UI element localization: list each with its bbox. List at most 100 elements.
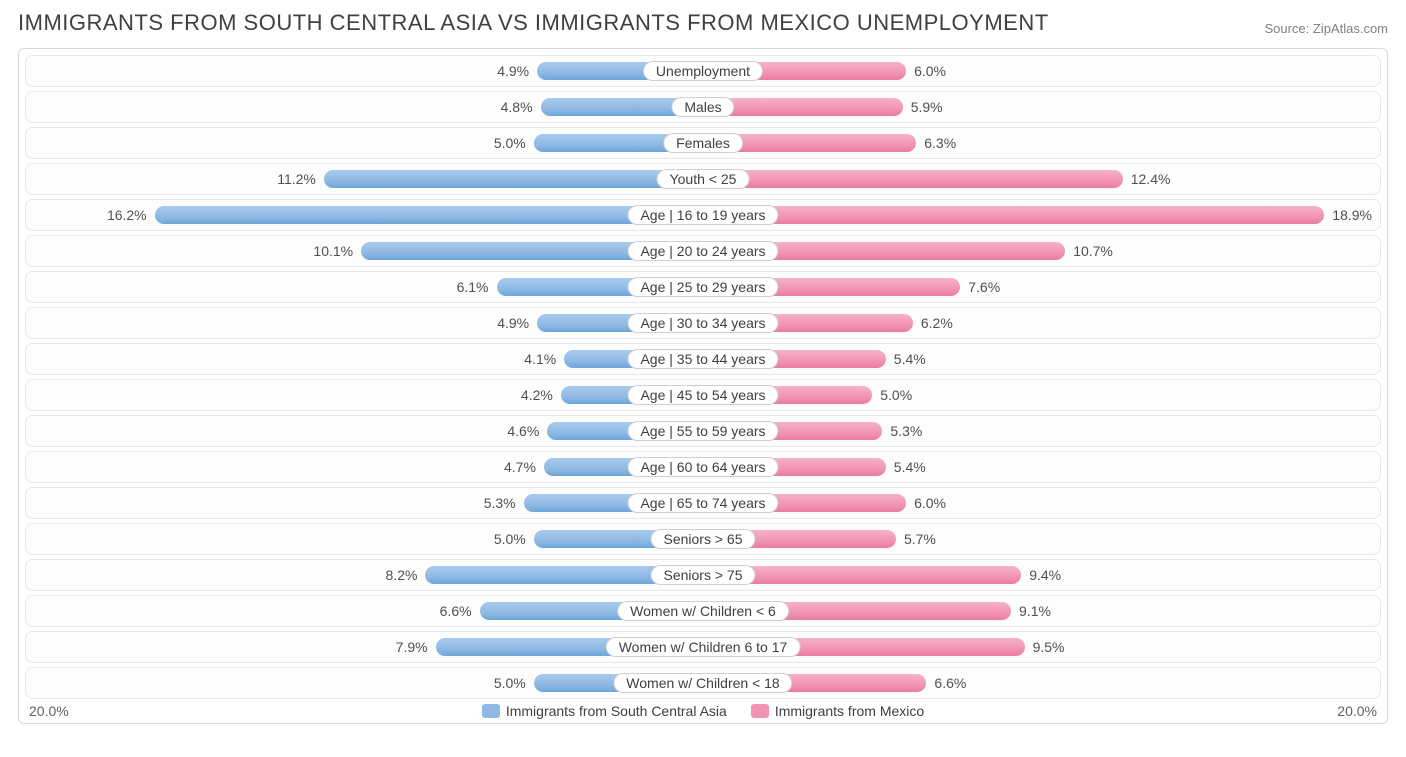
category-label: Age | 25 to 29 years: [627, 277, 778, 297]
chart-row: 11.2% 12.4% Youth < 25: [25, 163, 1381, 195]
chart-row: 5.0% 5.7% Seniors > 65: [25, 523, 1381, 555]
chart-row: 4.8%5.9%Males: [25, 91, 1381, 123]
category-label: Males: [671, 97, 734, 117]
left-value-label: 16.2%: [99, 207, 155, 223]
left-value-label: 4.8%: [493, 99, 541, 115]
category-label: Age | 30 to 34 years: [627, 313, 778, 333]
left-value-label: 4.6%: [499, 423, 547, 439]
left-value-label: 4.2%: [513, 387, 561, 403]
right-bar: [703, 206, 1324, 224]
left-half: 4.2%: [26, 380, 703, 410]
left-half: 5.3%: [26, 488, 703, 518]
right-half: 5.4%: [703, 344, 1380, 374]
right-value-label: 18.9%: [1324, 207, 1380, 223]
right-bar: [703, 170, 1123, 188]
right-value-label: 7.6%: [960, 279, 1008, 295]
chart-footer: 20.0% Immigrants from South Central Asia I…: [25, 703, 1381, 719]
right-value-label: 6.3%: [916, 135, 964, 151]
right-half: 5.4%: [703, 452, 1380, 482]
left-half: 5.0%: [26, 668, 703, 698]
right-half: 5.3%: [703, 416, 1380, 446]
category-label: Age | 20 to 24 years: [627, 241, 778, 261]
legend-swatch: [751, 704, 769, 718]
category-label: Seniors > 65: [651, 529, 756, 549]
left-half: 11.2%: [26, 164, 703, 194]
legend-item: Immigrants from Mexico: [751, 703, 924, 719]
chart-title: IMMIGRANTS FROM SOUTH CENTRAL ASIA VS IM…: [18, 10, 1049, 36]
left-bar: [324, 170, 703, 188]
left-half: 4.6%: [26, 416, 703, 446]
chart-row: 4.9% 6.2% Age | 30 to 34 years: [25, 307, 1381, 339]
category-label: Women w/ Children < 18: [613, 673, 792, 693]
left-value-label: 8.2%: [378, 567, 426, 583]
right-half: 12.4%: [703, 164, 1380, 194]
chart-row: 5.3% 6.0% Age | 65 to 74 years: [25, 487, 1381, 519]
chart-row: 7.9%9.5%Women w/ Children 6 to 17: [25, 631, 1381, 663]
right-value-label: 12.4%: [1123, 171, 1179, 187]
right-half: 6.3%: [703, 128, 1380, 158]
left-value-label: 5.0%: [486, 135, 534, 151]
chart-row: 6.1% 7.6% Age | 25 to 29 years: [25, 271, 1381, 303]
chart-row: 4.6% 5.3%Age | 55 to 59 years: [25, 415, 1381, 447]
category-label: Females: [663, 133, 743, 153]
left-value-label: 4.9%: [489, 315, 537, 331]
category-label: Age | 55 to 59 years: [627, 421, 778, 441]
right-value-label: 10.7%: [1065, 243, 1121, 259]
left-half: 16.2%: [26, 200, 703, 230]
axis-left-label: 20.0%: [29, 703, 69, 719]
right-value-label: 6.6%: [926, 675, 974, 691]
right-half: 5.0%: [703, 380, 1380, 410]
right-half: 6.0%: [703, 488, 1380, 518]
left-half: 4.8%: [26, 92, 703, 122]
chart-row: 4.7%5.4%Age | 60 to 64 years: [25, 451, 1381, 483]
category-label: Age | 45 to 54 years: [627, 385, 778, 405]
left-value-label: 4.7%: [496, 459, 544, 475]
left-value-label: 5.0%: [486, 675, 534, 691]
chart-row: 5.0% 6.6% Women w/ Children < 18: [25, 667, 1381, 699]
left-value-label: 4.1%: [516, 351, 564, 367]
category-label: Seniors > 75: [651, 565, 756, 585]
chart-row: 6.6%9.1%Women w/ Children < 6: [25, 595, 1381, 627]
right-half: 6.6%: [703, 668, 1380, 698]
category-label: Age | 65 to 74 years: [627, 493, 778, 513]
right-half: 6.2%: [703, 308, 1380, 338]
legend-label: Immigrants from South Central Asia: [506, 703, 727, 719]
left-value-label: 7.9%: [388, 639, 436, 655]
left-value-label: 4.9%: [489, 63, 537, 79]
right-value-label: 9.4%: [1021, 567, 1069, 583]
category-label: Youth < 25: [657, 169, 750, 189]
right-value-label: 6.0%: [906, 495, 954, 511]
right-value-label: 5.4%: [886, 351, 934, 367]
right-half: 10.7%: [703, 236, 1380, 266]
left-half: 5.0%: [26, 128, 703, 158]
chart-header: IMMIGRANTS FROM SOUTH CENTRAL ASIA VS IM…: [18, 10, 1388, 36]
chart-row: 4.2% 5.0%Age | 45 to 54 years: [25, 379, 1381, 411]
legend-swatch: [482, 704, 500, 718]
right-value-label: 9.1%: [1011, 603, 1059, 619]
left-value-label: 5.0%: [486, 531, 534, 547]
right-value-label: 5.7%: [896, 531, 944, 547]
category-label: Unemployment: [643, 61, 763, 81]
chart-row: 8.2% 9.4% Seniors > 75: [25, 559, 1381, 591]
chart-source: Source: ZipAtlas.com: [1264, 21, 1388, 36]
right-half: 9.4%: [703, 560, 1380, 590]
right-value-label: 6.2%: [913, 315, 961, 331]
chart-row: 4.1% 5.4% Age | 35 to 44 years: [25, 343, 1381, 375]
left-half: 6.1%: [26, 272, 703, 302]
chart-row: 16.2% 18.9% Age | 16 to 19 years: [25, 199, 1381, 231]
legend-item: Immigrants from South Central Asia: [482, 703, 727, 719]
category-label: Age | 35 to 44 years: [627, 349, 778, 369]
left-value-label: 10.1%: [305, 243, 361, 259]
chart-row: 10.1% 10.7% Age | 20 to 24 years: [25, 235, 1381, 267]
category-label: Women w/ Children < 6: [617, 601, 789, 621]
left-half: 7.9%: [26, 632, 703, 662]
right-value-label: 5.4%: [886, 459, 934, 475]
left-bar: [155, 206, 703, 224]
right-half: 5.7%: [703, 524, 1380, 554]
legend-label: Immigrants from Mexico: [775, 703, 924, 719]
left-half: 5.0%: [26, 524, 703, 554]
category-label: Age | 16 to 19 years: [627, 205, 778, 225]
left-half: 8.2%: [26, 560, 703, 590]
left-half: 4.1%: [26, 344, 703, 374]
left-value-label: 6.1%: [449, 279, 497, 295]
